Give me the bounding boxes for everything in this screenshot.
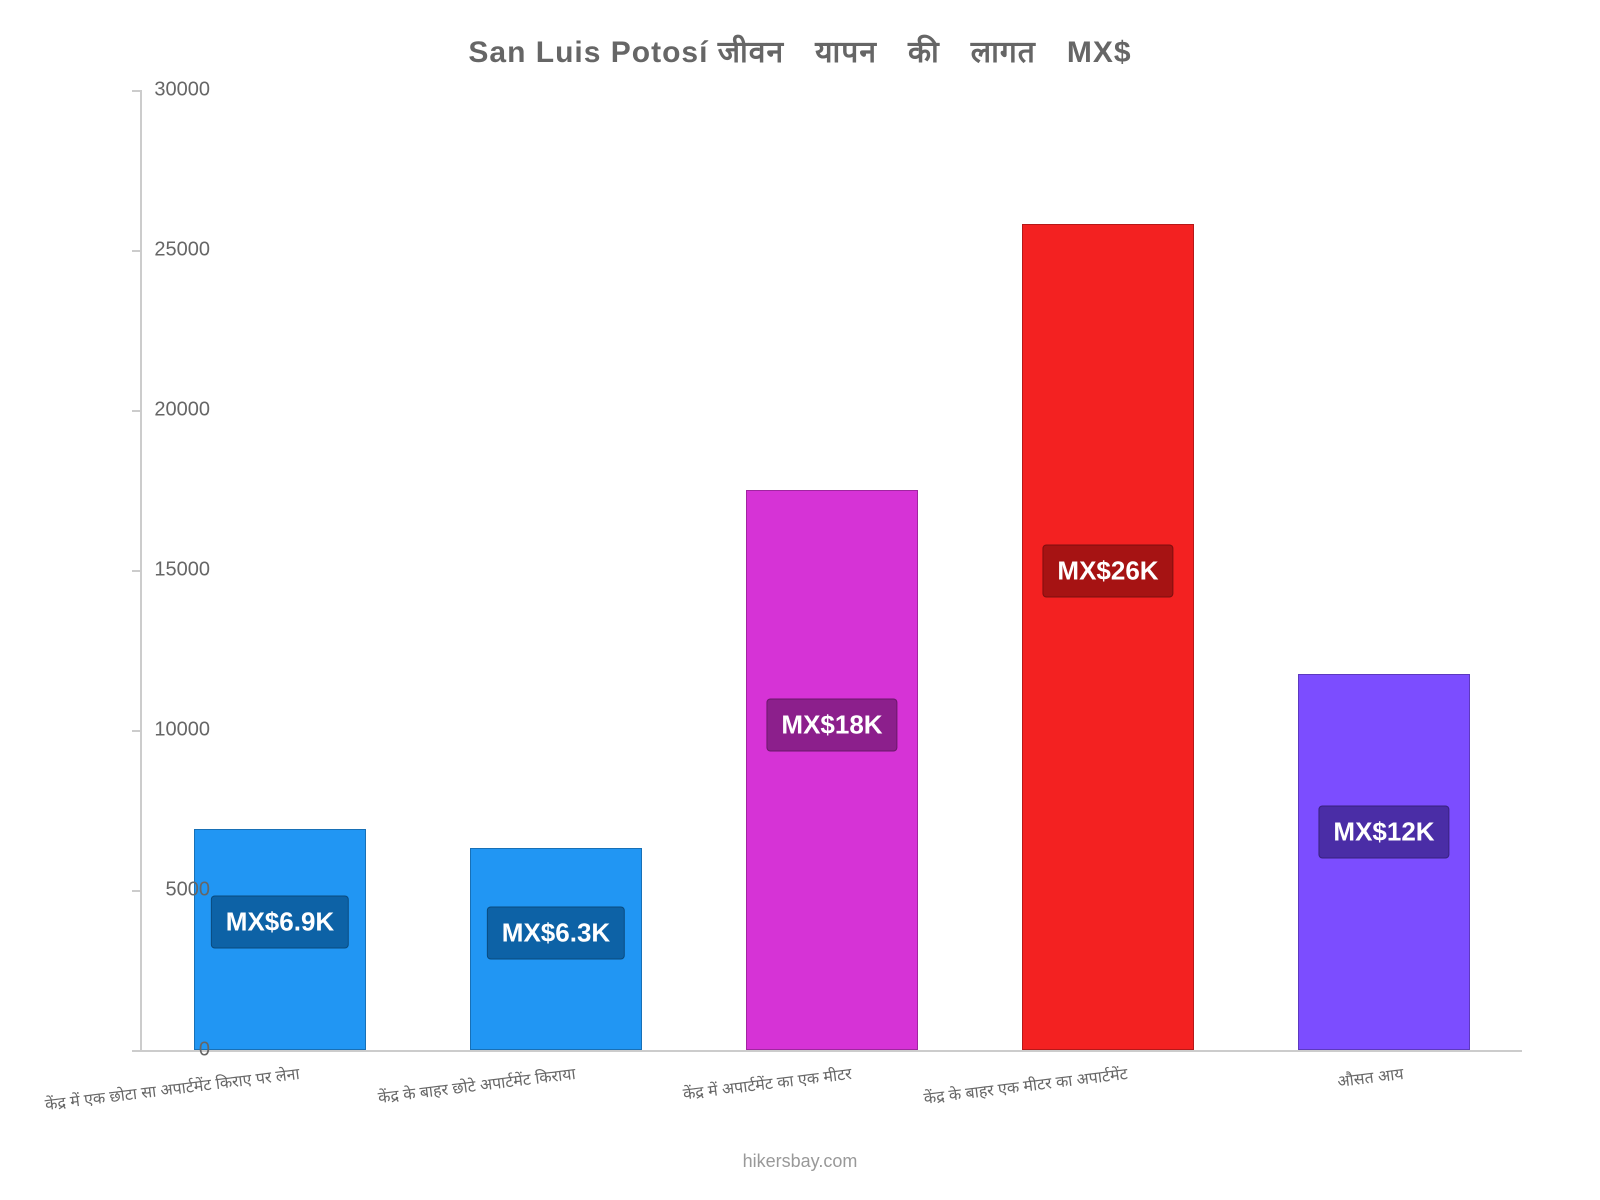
x-axis-label: केंद्र के बाहर एक मीटर का अपार्टमेंट bbox=[808, 1062, 1128, 1123]
y-axis-label: 5000 bbox=[110, 879, 210, 902]
credit-text: hikersbay.com bbox=[0, 1151, 1600, 1172]
bar-value-label: MX$6.3K bbox=[487, 907, 625, 960]
chart-title: San Luis Potosí जीवन यापन की लागत MX$ bbox=[0, 30, 1600, 71]
cost-of-living-chart: San Luis Potosí जीवन यापन की लागत MX$ MX… bbox=[0, 0, 1600, 1200]
bar bbox=[746, 490, 917, 1050]
bar bbox=[1298, 674, 1469, 1050]
y-axis-label: 25000 bbox=[110, 239, 210, 262]
y-axis-label: 0 bbox=[110, 1039, 210, 1062]
plot-area: MX$6.9K MX$6.3K MX$18K MX$26K MX$12K bbox=[140, 90, 1522, 1052]
bar bbox=[1022, 224, 1193, 1050]
bar-value-label: MX$26K bbox=[1042, 545, 1173, 598]
y-axis-label: 20000 bbox=[110, 399, 210, 422]
y-axis-label: 30000 bbox=[110, 79, 210, 102]
y-axis-label: 10000 bbox=[110, 719, 210, 742]
bar-value-label: MX$6.9K bbox=[211, 895, 349, 948]
x-axis-label: केंद्र में अपार्टमेंट का एक मीटर bbox=[532, 1062, 852, 1123]
x-axis-label: केंद्र के बाहर छोटे अपार्टमेंट किराया bbox=[256, 1062, 576, 1123]
bar-value-label: MX$12K bbox=[1318, 805, 1449, 858]
x-axis-label: औसत आय bbox=[1084, 1062, 1404, 1123]
bar-value-label: MX$18K bbox=[766, 699, 897, 752]
y-axis-label: 15000 bbox=[110, 559, 210, 582]
x-axis-label: केंद्र में एक छोटा सा अपार्टमेंट किराए प… bbox=[0, 1062, 301, 1123]
